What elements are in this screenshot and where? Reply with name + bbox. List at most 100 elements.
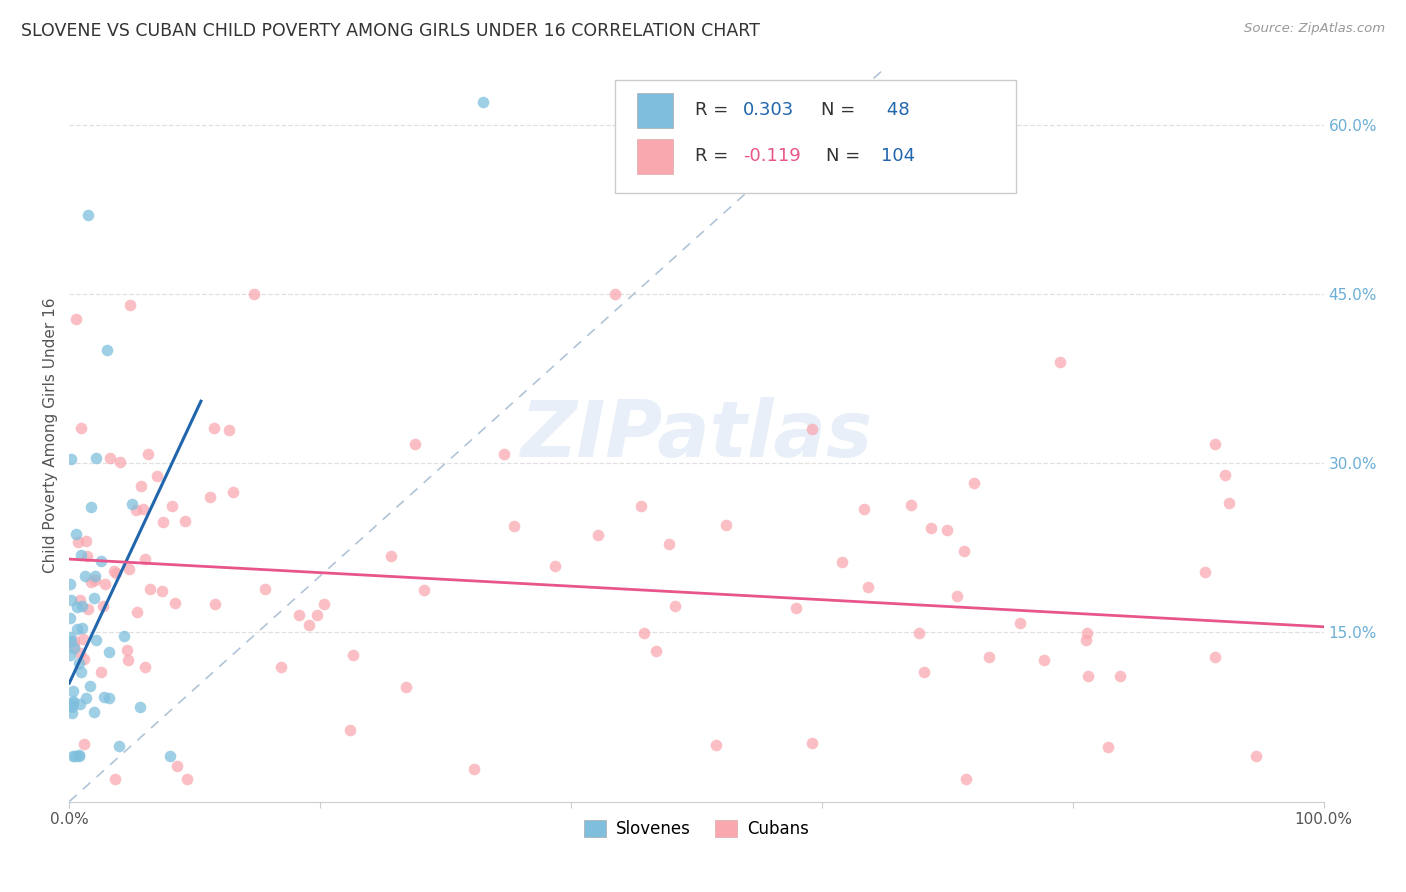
Point [853,501,876,516]
Text: Source: ZipAtlas.com: Source: ZipAtlas.com [1244,22,1385,36]
Point [93,690,115,704]
Point [955,772,977,786]
Point [83,705,105,719]
Point [801,736,824,750]
Point [65,527,87,541]
FancyBboxPatch shape [614,79,1017,194]
Point [463,762,485,776]
Point [63,749,86,764]
Point [150,584,173,599]
Point [80,500,103,515]
Point [125,503,148,517]
Point [907,625,929,640]
Point [716,517,738,532]
Point [84,451,107,466]
Point [104,772,127,786]
Point [79,679,101,693]
Text: 104: 104 [880,147,915,166]
Point [62,697,84,711]
Point [90,665,112,680]
Point [404,437,426,451]
Point [380,549,402,564]
Point [1244,749,1267,764]
Point [60,700,83,714]
Point [59,611,82,625]
Text: 48: 48 [880,102,910,120]
Point [59,577,82,591]
Point [544,559,567,574]
Point [1218,496,1240,510]
Point [176,772,198,786]
Point [395,680,418,694]
Point [62,684,84,698]
Point [198,490,221,504]
Point [83,591,105,605]
Point [134,551,156,566]
Point [67,749,90,764]
Point [62,749,84,764]
Point [129,479,152,493]
Text: SLOVENE VS CUBAN CHILD POVERTY AMONG GIRLS UNDER 16 CORRELATION CHART: SLOVENE VS CUBAN CHILD POVERTY AMONG GIR… [21,22,761,40]
Point [159,749,181,764]
Point [73,568,96,582]
Point [920,521,942,535]
Y-axis label: Child Poverty Among Girls Under 16: Child Poverty Among Girls Under 16 [44,297,58,573]
Point [63,640,86,655]
Point [163,596,186,610]
Point [121,497,143,511]
Point [664,599,686,614]
Point [503,519,526,533]
Point [131,502,153,516]
Point [1074,633,1097,648]
Text: -0.119: -0.119 [742,147,800,166]
Point [80,575,103,590]
Point [60,706,83,721]
Point [103,564,125,578]
Point [1213,467,1236,482]
Point [128,700,150,714]
Point [83,573,105,587]
Point [204,597,226,611]
Point [67,656,90,670]
Point [173,514,195,528]
Point [339,723,361,738]
Point [270,660,292,674]
FancyBboxPatch shape [637,139,672,174]
Point [59,634,82,648]
Point [76,549,98,564]
Point [254,582,277,596]
Point [108,454,131,468]
Point [69,748,91,763]
Point [946,589,969,603]
Point [91,599,114,613]
Text: N =: N = [821,102,860,120]
Point [69,697,91,711]
Point [90,553,112,567]
Point [59,698,82,713]
Point [831,555,853,569]
Point [94,577,117,591]
Point [912,665,935,680]
Point [1076,626,1098,640]
Point [222,485,245,500]
Point [298,618,321,632]
Point [63,639,86,653]
Point [112,629,135,643]
Point [900,498,922,512]
Text: 0.303: 0.303 [742,102,794,120]
Point [145,469,167,483]
Point [218,423,240,437]
Point [644,644,666,658]
Point [1008,615,1031,630]
Point [76,602,98,616]
Point [162,499,184,513]
Point [59,451,82,466]
Point [630,499,652,513]
Point [108,739,131,754]
Point [59,631,82,645]
FancyBboxPatch shape [637,93,672,128]
Point [70,665,93,679]
Point [1109,668,1132,682]
Point [136,447,159,461]
Point [77,208,100,222]
